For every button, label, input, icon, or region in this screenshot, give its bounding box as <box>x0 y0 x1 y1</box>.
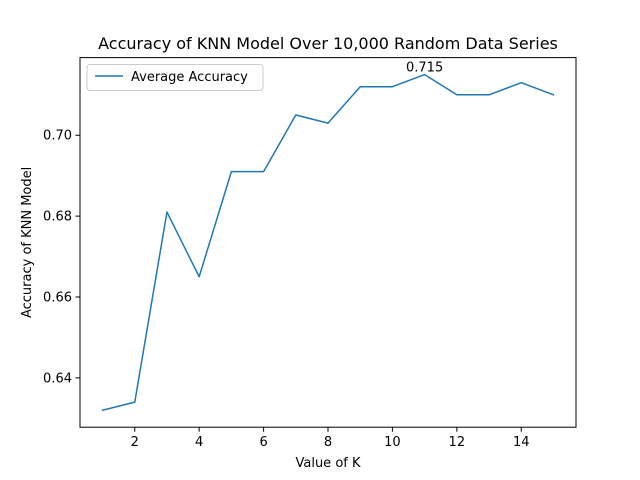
y-tick-label: 0.64 <box>43 371 72 386</box>
legend-label-average-accuracy: Average Accuracy <box>131 70 248 85</box>
series-line-average-accuracy <box>101 73 555 412</box>
y-tick-label: 0.70 <box>43 129 72 144</box>
y-tick-label: 0.66 <box>43 290 72 305</box>
x-axis-label: Value of K <box>295 456 360 471</box>
x-tick-label: 10 <box>384 435 401 450</box>
x-tick-label: 4 <box>195 435 203 450</box>
x-tick-label: 8 <box>324 435 332 450</box>
data-annotation: 0.715 <box>406 61 443 76</box>
y-axis-label: Accuracy of KNN Model <box>20 167 35 318</box>
legend: Average Accuracy <box>86 64 264 91</box>
plot-frame <box>79 57 577 428</box>
y-tick-label: 0.68 <box>43 210 72 225</box>
x-tick-label: 12 <box>449 435 466 450</box>
annotation-layer: 0.715 <box>406 61 443 76</box>
ticks-layer: 2 4 6 8 10 12 14 0.64 0.66 0.68 0.70 <box>43 129 529 450</box>
chart-title: Accuracy of KNN Model Over 10,000 Random… <box>98 34 558 53</box>
legend-box <box>86 64 264 91</box>
line-layer <box>101 73 555 412</box>
x-tick-label: 2 <box>131 435 139 450</box>
x-tick-label: 14 <box>513 435 530 450</box>
x-tick-label: 6 <box>259 435 267 450</box>
